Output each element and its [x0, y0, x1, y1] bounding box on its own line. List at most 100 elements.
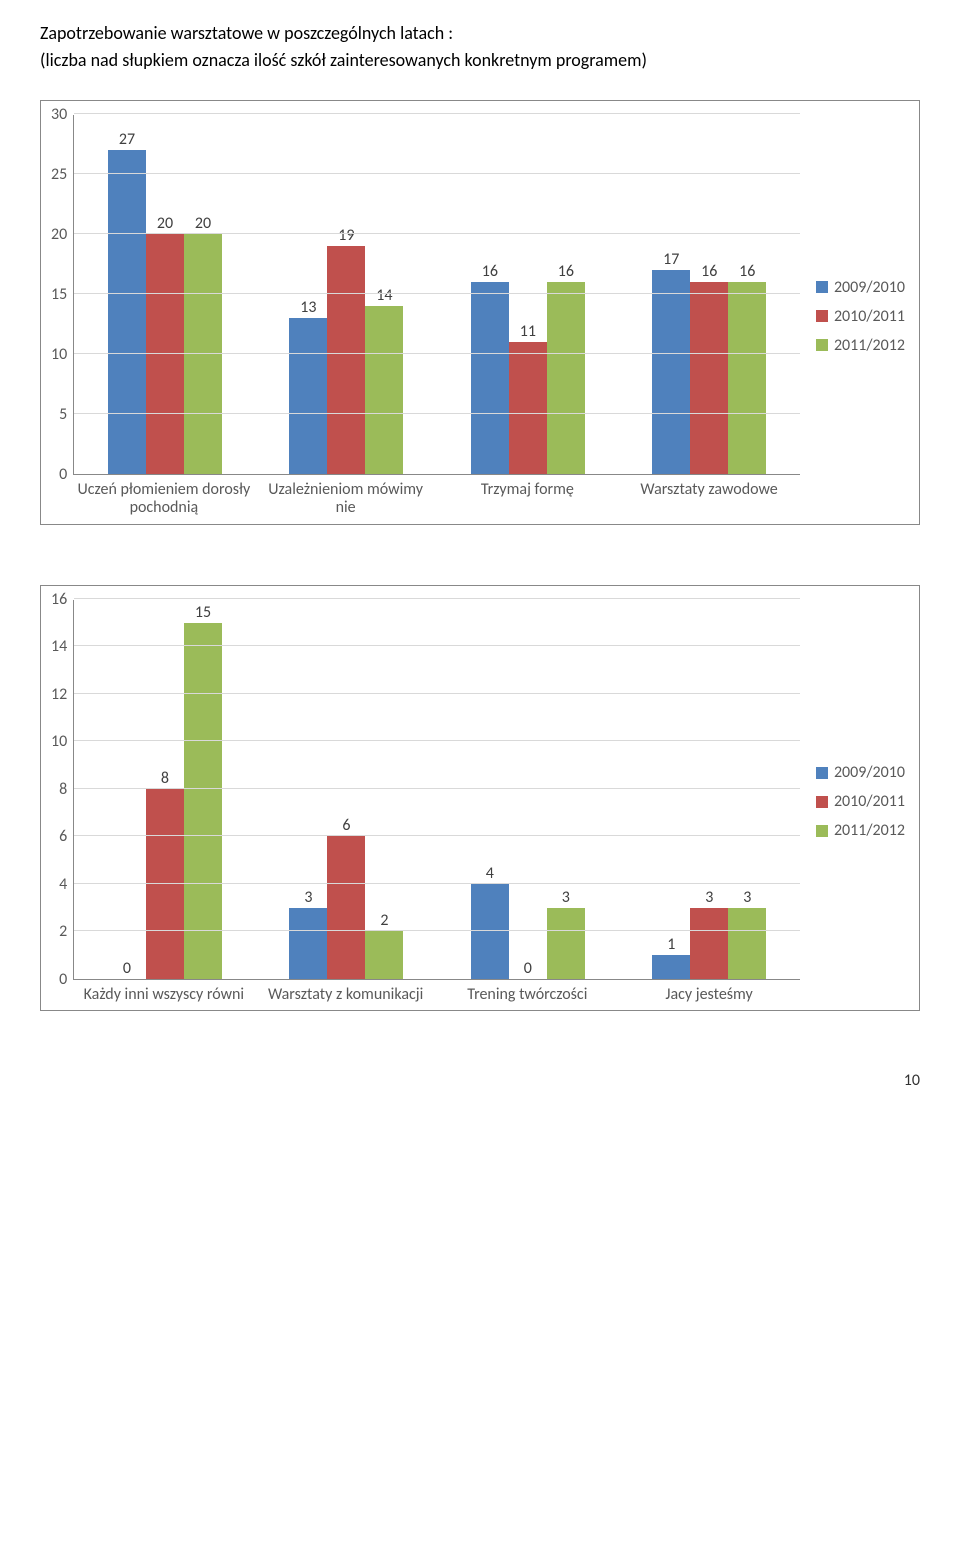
legend-swatch — [816, 767, 828, 779]
bar: 14 — [365, 306, 403, 474]
gridline — [74, 353, 800, 354]
gridline — [74, 598, 800, 599]
heading-line1: Zapotrzebowanie warsztatowe w poszczegól… — [40, 20, 920, 47]
bar: 27 — [108, 150, 146, 474]
bar-value-label: 20 — [195, 214, 211, 233]
gridline — [74, 645, 800, 646]
bar: 2 — [365, 931, 403, 979]
chart1-x-axis: Uczeń płomieniem dorosły pochodniąUzależ… — [73, 475, 800, 518]
bar-value-label: 16 — [482, 262, 498, 281]
bar-value-label: 19 — [338, 226, 354, 245]
bar-value-label: 14 — [376, 286, 392, 305]
bar: 16 — [728, 282, 766, 474]
gridline — [74, 293, 800, 294]
bar: 16 — [690, 282, 728, 474]
bar: 19 — [327, 246, 365, 474]
legend-swatch — [816, 796, 828, 808]
bar-value-label: 1 — [667, 935, 675, 954]
category-slot: 362 — [256, 600, 437, 979]
bar-value-label: 3 — [705, 888, 713, 907]
bar: 8 — [146, 789, 184, 979]
bar-value-label: 8 — [161, 769, 169, 788]
gridline — [74, 413, 800, 414]
legend-swatch — [816, 310, 828, 322]
category-slot: 272020 — [74, 115, 255, 474]
bar-value-label: 3 — [304, 888, 312, 907]
chart2-plot: 0815362403133 — [73, 600, 800, 980]
bar: 17 — [652, 270, 690, 474]
x-tick-label: Warsztaty zawodowe — [618, 475, 800, 518]
legend-label: 2009/2010 — [834, 278, 905, 297]
bar-value-label: 17 — [663, 250, 679, 269]
category-slot: 161116 — [437, 115, 618, 474]
bar: 13 — [289, 318, 327, 474]
bar-value-label: 3 — [743, 888, 751, 907]
category-slot: 131914 — [256, 115, 437, 474]
bar-value-label: 15 — [195, 603, 211, 622]
bar: 6 — [327, 836, 365, 979]
bar: 16 — [471, 282, 509, 474]
category-slot: 171616 — [619, 115, 800, 474]
bar-value-label: 27 — [119, 130, 135, 149]
bar: 16 — [547, 282, 585, 474]
legend-item: 2010/2011 — [816, 307, 905, 326]
bar-value-label: 11 — [520, 322, 536, 341]
bar-value-label: 3 — [562, 888, 570, 907]
legend-item: 2009/2010 — [816, 763, 905, 782]
category-slot: 0815 — [74, 600, 255, 979]
bar: 3 — [690, 908, 728, 979]
bar: 4 — [471, 884, 509, 979]
page-number: 10 — [40, 1071, 920, 1090]
gridline — [74, 883, 800, 884]
bar-value-label: 6 — [342, 816, 350, 835]
chart2-y-axis: 1614121086420 — [51, 600, 73, 980]
bar: 1 — [652, 955, 690, 979]
bar: 15 — [184, 623, 222, 979]
legend-swatch — [816, 281, 828, 293]
chart-1: 302520151050 272020131914161116171616 Uc… — [40, 100, 920, 525]
x-tick-label: Warsztaty z komunikacji — [255, 980, 437, 1004]
legend-label: 2011/2012 — [834, 821, 905, 840]
legend-label: 2009/2010 — [834, 763, 905, 782]
gridline — [74, 930, 800, 931]
x-tick-label: Uczeń płomieniem dorosły pochodnią — [73, 475, 255, 518]
legend-swatch — [816, 339, 828, 351]
x-tick-label: Trzymaj formę — [436, 475, 618, 518]
bar: 20 — [184, 234, 222, 474]
gridline — [74, 173, 800, 174]
gridline — [74, 740, 800, 741]
legend-item: 2010/2011 — [816, 792, 905, 811]
x-tick-label: Każdy inni wszyscy równi — [73, 980, 255, 1004]
bar: 11 — [509, 342, 547, 474]
bar-value-label: 4 — [486, 864, 494, 883]
bar: 3 — [289, 908, 327, 979]
chart1-legend: 2009/2010 2010/2011 2011/2012 — [800, 115, 909, 518]
x-tick-label: Uzależnieniom mówimy nie — [255, 475, 437, 518]
bar-value-label: 13 — [300, 298, 316, 317]
bar-value-label: 16 — [701, 262, 717, 281]
chart2-legend: 2009/2010 2010/2011 2011/2012 — [800, 600, 909, 1004]
legend-item: 2011/2012 — [816, 336, 905, 355]
chart1-plot: 272020131914161116171616 — [73, 115, 800, 475]
bar-value-label: 16 — [558, 262, 574, 281]
legend-item: 2011/2012 — [816, 821, 905, 840]
heading-line2: (liczba nad słupkiem oznacza ilość szkół… — [40, 47, 920, 74]
bar-value-label: 16 — [739, 262, 755, 281]
legend-swatch — [816, 825, 828, 837]
gridline — [74, 113, 800, 114]
category-slot: 403 — [437, 600, 618, 979]
chart2-x-axis: Każdy inni wszyscy równiWarsztaty z komu… — [73, 980, 800, 1004]
gridline — [74, 233, 800, 234]
legend-label: 2011/2012 — [834, 336, 905, 355]
heading: Zapotrzebowanie warsztatowe w poszczegól… — [40, 20, 920, 74]
x-tick-label: Jacy jesteśmy — [618, 980, 800, 1004]
bar-value-label: 0 — [123, 959, 131, 978]
legend-label: 2010/2011 — [834, 307, 905, 326]
gridline — [74, 788, 800, 789]
legend-label: 2010/2011 — [834, 792, 905, 811]
chart-2: 1614121086420 0815362403133 Każdy inni w… — [40, 585, 920, 1011]
legend-item: 2009/2010 — [816, 278, 905, 297]
gridline — [74, 693, 800, 694]
bar-value-label: 0 — [524, 959, 532, 978]
gridline — [74, 835, 800, 836]
